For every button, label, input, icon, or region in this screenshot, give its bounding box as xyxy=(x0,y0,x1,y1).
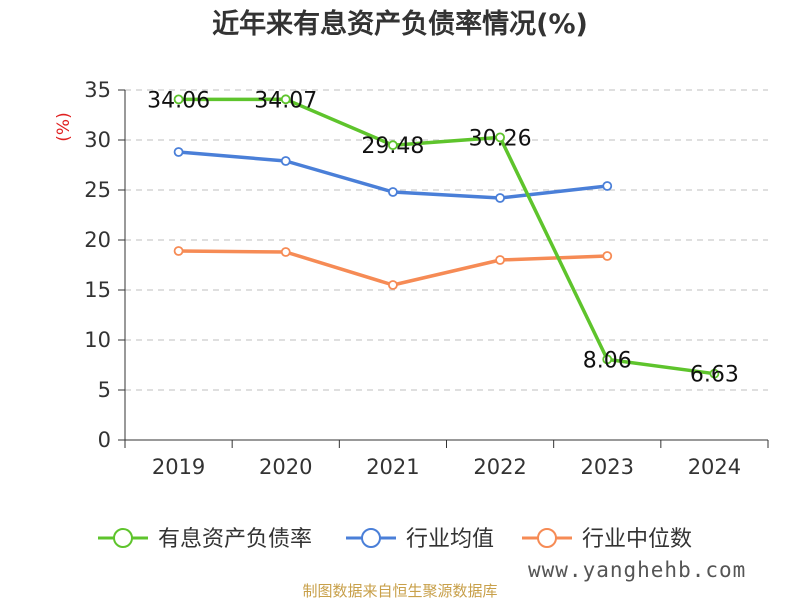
x-tick-label: 2021 xyxy=(366,455,419,479)
y-tick-labels: 0 5 10 15 20 25 30 35 xyxy=(84,78,111,452)
data-point xyxy=(495,132,505,143)
x-tick-label: 2019 xyxy=(152,455,205,479)
data-point xyxy=(280,94,291,105)
data-source-note: 制图数据来自恒生聚源数据库 xyxy=(302,582,498,600)
data-point xyxy=(173,147,184,157)
y-tick-label: 30 xyxy=(84,128,111,152)
y-axis-unit-label: (%) xyxy=(54,112,74,141)
grid-lines xyxy=(125,89,768,391)
legend-marker xyxy=(113,528,133,548)
y-tick-label: 25 xyxy=(84,178,111,202)
data-point xyxy=(173,94,184,105)
data-point xyxy=(495,255,505,265)
legend-label: 行业中位数 xyxy=(582,527,692,552)
data-labels: 34.06 34.07 29.48 30.26 8.06 6.63 xyxy=(147,88,739,387)
x-tick-label: 2023 xyxy=(581,455,634,479)
y-tick-label: 5 xyxy=(98,378,111,402)
y-tick-label: 10 xyxy=(84,328,111,352)
data-point xyxy=(602,181,613,191)
watermark: www.yanghehb.com xyxy=(528,558,747,582)
series-line xyxy=(178,97,715,376)
y-tick-label: 15 xyxy=(84,278,111,302)
x-tick-label: 2020 xyxy=(259,455,312,479)
axes xyxy=(118,89,769,448)
data-point xyxy=(709,368,720,379)
data-point xyxy=(173,246,184,256)
data-point xyxy=(280,156,291,166)
data-label: 29.48 xyxy=(361,134,424,159)
data-point xyxy=(388,280,398,290)
data-point xyxy=(388,140,398,151)
legend-label: 行业均值 xyxy=(406,527,494,552)
data-point xyxy=(388,187,398,197)
data-label: 34.07 xyxy=(254,88,317,113)
data-point xyxy=(602,354,613,365)
data-point xyxy=(602,251,613,261)
y-tick-label: 20 xyxy=(84,228,111,252)
data-label: 8.06 xyxy=(583,348,632,373)
x-tick-label: 2024 xyxy=(688,455,741,479)
legend-marker xyxy=(537,528,557,548)
data-label: 34.06 xyxy=(147,88,210,113)
series-line xyxy=(178,249,608,287)
legend-label: 有息资产负债率 xyxy=(158,527,312,552)
data-label: 6.63 xyxy=(690,363,739,388)
legend-marker xyxy=(361,528,381,548)
x-tick-label: 2022 xyxy=(473,455,526,479)
y-tick-label: 0 xyxy=(98,428,111,452)
series-lines xyxy=(173,94,720,379)
data-point xyxy=(280,247,291,257)
x-tick-labels: 2019 2020 2021 2022 2023 2024 xyxy=(152,455,741,479)
data-label: 30.26 xyxy=(469,126,532,151)
chart-title: 近年来有息资产负债率情况(%) xyxy=(212,9,588,40)
legend: 有息资产负债率 行业均值 行业中位数 xyxy=(98,527,692,552)
y-tick-label: 35 xyxy=(84,78,111,102)
data-point xyxy=(495,193,505,203)
